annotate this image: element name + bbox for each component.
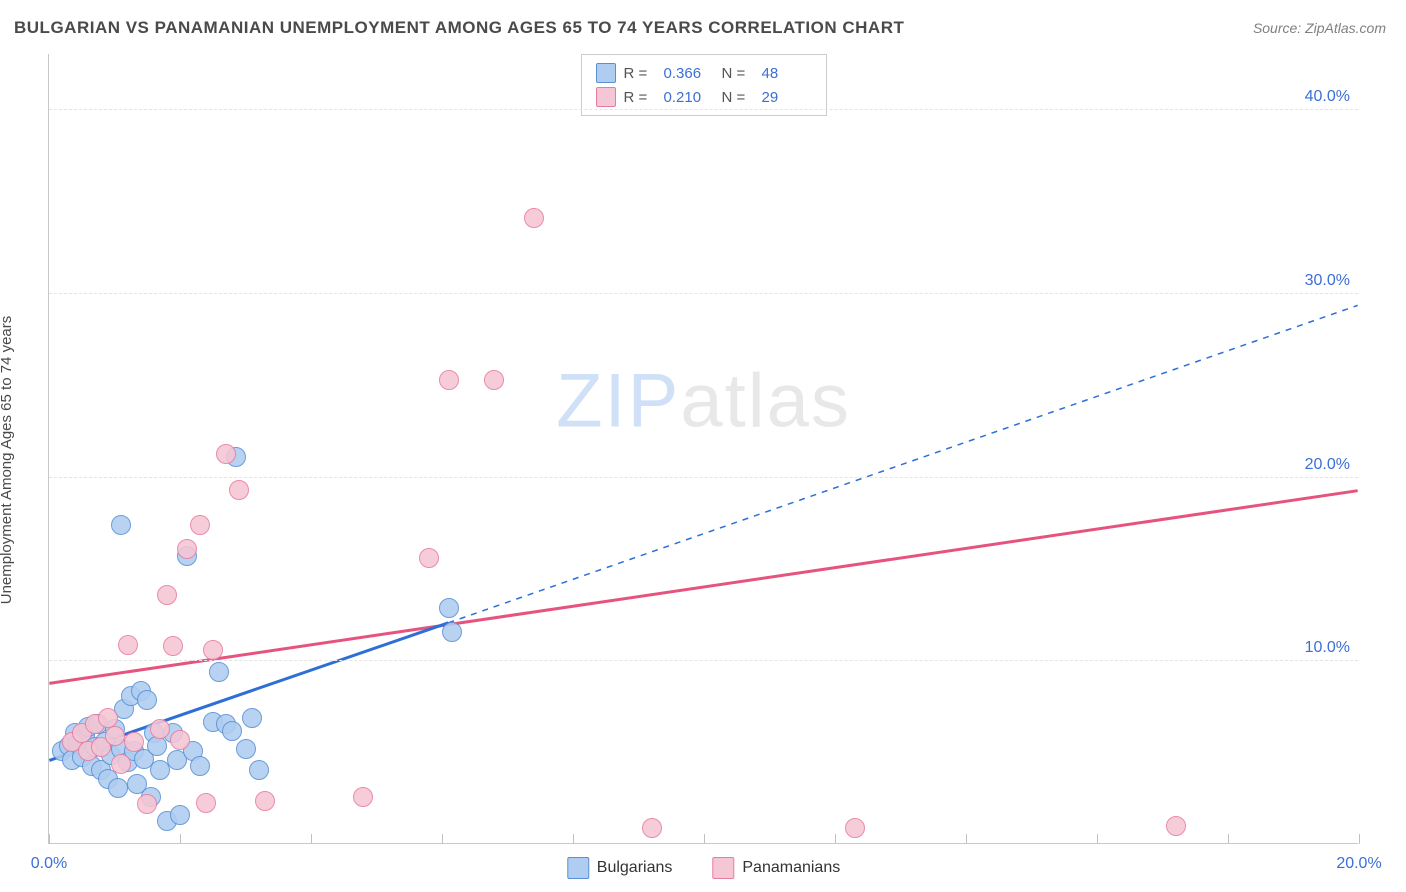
data-point	[157, 585, 177, 605]
data-point	[203, 640, 223, 660]
data-point	[242, 708, 262, 728]
legend-row-panamanians: R = 0.210 N = 29	[596, 85, 812, 109]
data-point	[124, 732, 144, 752]
data-point	[419, 548, 439, 568]
data-point	[484, 370, 504, 390]
data-point	[137, 690, 157, 710]
watermark-part1: ZIP	[556, 359, 680, 444]
swatch-bulgarians-icon	[596, 63, 616, 83]
r-label: R =	[624, 65, 656, 82]
n-label: N =	[722, 89, 754, 106]
data-point	[255, 791, 275, 811]
data-point	[1166, 816, 1186, 836]
legend-item-panamanians: Panamanians	[712, 857, 840, 879]
data-point	[190, 756, 210, 776]
data-point	[442, 622, 462, 642]
x-tick	[49, 834, 50, 844]
data-point	[229, 480, 249, 500]
data-point	[249, 760, 269, 780]
n-value-panamanians: 29	[762, 89, 812, 106]
data-point	[137, 794, 157, 814]
data-point	[150, 719, 170, 739]
data-point	[353, 787, 373, 807]
series-legend: Bulgarians Panamanians	[567, 857, 840, 879]
data-point	[845, 818, 865, 838]
r-label: R =	[624, 89, 656, 106]
correlation-legend: R = 0.366 N = 48 R = 0.210 N = 29	[581, 54, 827, 116]
r-value-bulgarians: 0.366	[664, 65, 714, 82]
plot-area: ZIPatlas R = 0.366 N = 48 R = 0.210 N = …	[48, 54, 1358, 844]
n-value-bulgarians: 48	[762, 65, 812, 82]
chart-title: BULGARIAN VS PANAMANIAN UNEMPLOYMENT AMO…	[14, 18, 904, 38]
y-tick-label: 40.0%	[1305, 88, 1350, 106]
data-point	[222, 721, 242, 741]
gridline	[49, 477, 1358, 478]
legend-row-bulgarians: R = 0.366 N = 48	[596, 61, 812, 85]
data-point	[216, 444, 236, 464]
swatch-panamanians-icon	[596, 87, 616, 107]
data-point	[642, 818, 662, 838]
legend-item-bulgarians: Bulgarians	[567, 857, 673, 879]
x-tick	[573, 834, 574, 844]
r-value-panamanians: 0.210	[664, 89, 714, 106]
x-tick	[704, 834, 705, 844]
data-point	[439, 370, 459, 390]
watermark-part2: atlas	[680, 359, 851, 444]
trend-line	[448, 305, 1357, 622]
y-tick-label: 20.0%	[1305, 456, 1350, 474]
data-point	[170, 730, 190, 750]
watermark: ZIPatlas	[556, 358, 851, 445]
y-axis-label: Unemployment Among Ages 65 to 74 years	[0, 316, 15, 605]
source-attribution: Source: ZipAtlas.com	[1253, 20, 1386, 36]
x-tick-label: 0.0%	[31, 855, 67, 873]
x-tick	[442, 834, 443, 844]
data-point	[177, 539, 197, 559]
data-point	[170, 805, 190, 825]
trend-line	[49, 491, 1357, 684]
data-point	[209, 662, 229, 682]
x-tick-label: 20.0%	[1336, 855, 1381, 873]
x-tick	[311, 834, 312, 844]
data-point	[111, 515, 131, 535]
x-tick	[966, 834, 967, 844]
data-point	[98, 708, 118, 728]
data-point	[196, 793, 216, 813]
data-point	[236, 739, 256, 759]
gridline	[49, 293, 1358, 294]
data-point	[439, 598, 459, 618]
data-point	[118, 635, 138, 655]
y-tick-label: 10.0%	[1305, 639, 1350, 657]
data-point	[524, 208, 544, 228]
x-tick	[1359, 834, 1360, 844]
legend-label-panamanians: Panamanians	[742, 859, 840, 877]
swatch-panamanians-icon	[712, 857, 734, 879]
n-label: N =	[722, 65, 754, 82]
y-tick-label: 30.0%	[1305, 272, 1350, 290]
swatch-bulgarians-icon	[567, 857, 589, 879]
data-point	[105, 726, 125, 746]
legend-label-bulgarians: Bulgarians	[597, 859, 673, 877]
data-point	[108, 778, 128, 798]
chart-container: BULGARIAN VS PANAMANIAN UNEMPLOYMENT AMO…	[0, 0, 1406, 892]
data-point	[111, 754, 131, 774]
data-point	[190, 515, 210, 535]
x-tick	[835, 834, 836, 844]
x-tick	[180, 834, 181, 844]
x-tick	[1228, 834, 1229, 844]
gridline	[49, 109, 1358, 110]
gridline	[49, 660, 1358, 661]
data-point	[163, 636, 183, 656]
x-tick	[1097, 834, 1098, 844]
